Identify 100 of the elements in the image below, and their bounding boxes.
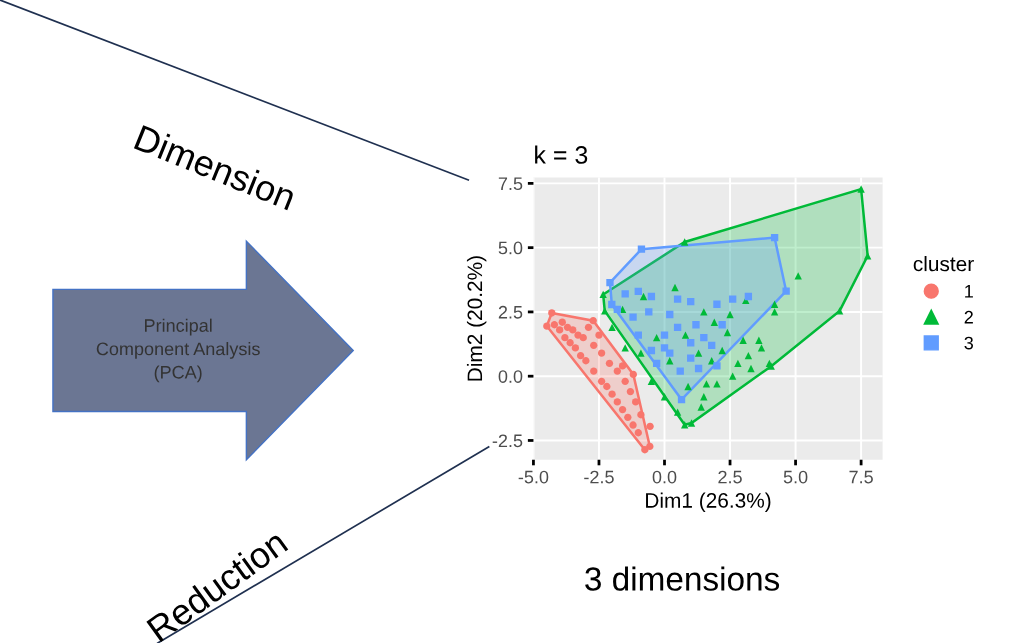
point xyxy=(590,367,598,375)
point xyxy=(728,295,737,303)
point xyxy=(770,308,779,316)
point xyxy=(863,252,872,260)
point xyxy=(713,362,721,370)
point xyxy=(713,380,721,388)
point xyxy=(700,333,708,342)
point xyxy=(603,382,611,391)
point xyxy=(555,326,564,334)
point xyxy=(687,419,696,427)
point xyxy=(713,300,721,308)
point xyxy=(646,422,654,430)
point xyxy=(755,336,763,344)
point xyxy=(566,339,574,347)
point xyxy=(857,185,865,193)
point xyxy=(543,322,551,330)
point xyxy=(550,321,559,329)
legend-label: 1 xyxy=(965,285,973,298)
chart-title: k = 3 xyxy=(535,145,588,164)
text: 3 dimensions xyxy=(585,566,780,591)
point xyxy=(629,370,637,379)
point xyxy=(770,300,779,308)
point xyxy=(694,364,703,373)
point xyxy=(613,367,621,375)
point xyxy=(723,328,732,337)
point xyxy=(548,309,556,317)
x-axis-title: Dim1 (26.3%) xyxy=(646,492,771,512)
point xyxy=(687,339,695,347)
point xyxy=(835,307,844,315)
point xyxy=(647,292,656,301)
point xyxy=(563,323,572,332)
point xyxy=(677,395,686,404)
point xyxy=(637,411,645,419)
point xyxy=(673,295,682,303)
point xyxy=(692,321,700,329)
point xyxy=(718,321,726,329)
point xyxy=(634,331,642,339)
point xyxy=(613,305,621,314)
point xyxy=(589,316,597,325)
point xyxy=(652,333,661,342)
point xyxy=(641,446,649,454)
text: Principal Component Analysis (PCA) xyxy=(96,318,260,383)
point xyxy=(673,323,682,332)
point xyxy=(595,331,603,339)
point xyxy=(718,346,726,355)
point xyxy=(584,323,593,332)
point xyxy=(710,318,718,326)
point xyxy=(569,326,577,334)
legend-label: 2 xyxy=(964,310,973,324)
point xyxy=(618,362,627,370)
point xyxy=(634,287,642,296)
x-tick-label: 2.5 xyxy=(718,470,742,484)
point xyxy=(629,313,637,321)
point xyxy=(606,278,614,287)
point xyxy=(582,357,590,365)
x-tick-label: 0.0 xyxy=(652,470,677,484)
point xyxy=(621,377,629,386)
x-tick-label: 5.0 xyxy=(783,470,808,484)
point xyxy=(694,349,703,357)
point xyxy=(645,308,653,316)
point xyxy=(624,413,632,421)
y-tick-label: 7.5 xyxy=(498,177,523,191)
point xyxy=(744,292,753,301)
point xyxy=(666,349,674,357)
point xyxy=(621,344,629,352)
point xyxy=(660,331,669,339)
point xyxy=(660,393,669,401)
point xyxy=(673,408,682,416)
point xyxy=(681,331,690,339)
point xyxy=(697,403,705,411)
point xyxy=(571,344,580,352)
point xyxy=(601,307,609,315)
point xyxy=(637,349,645,357)
y-tick-label: 0.0 xyxy=(498,370,523,383)
point xyxy=(647,377,656,386)
point xyxy=(687,354,695,362)
point xyxy=(734,359,742,368)
point xyxy=(728,372,737,380)
point xyxy=(631,398,640,406)
y-tick-label: 5.0 xyxy=(498,241,523,255)
point xyxy=(629,421,637,429)
point xyxy=(597,377,606,386)
point xyxy=(597,349,606,357)
point xyxy=(639,292,648,301)
point xyxy=(666,310,674,319)
point xyxy=(770,233,779,242)
point xyxy=(681,421,689,429)
point xyxy=(739,336,747,344)
point xyxy=(744,351,753,360)
point xyxy=(660,344,669,352)
point xyxy=(681,238,689,246)
y-tick-label: -2.5 xyxy=(492,434,523,448)
point xyxy=(608,390,616,398)
point xyxy=(782,287,790,295)
point xyxy=(590,341,598,350)
point xyxy=(574,331,582,339)
point xyxy=(576,351,585,360)
x-tick-label: -5.0 xyxy=(518,470,549,484)
point xyxy=(652,359,661,368)
point xyxy=(618,405,627,414)
